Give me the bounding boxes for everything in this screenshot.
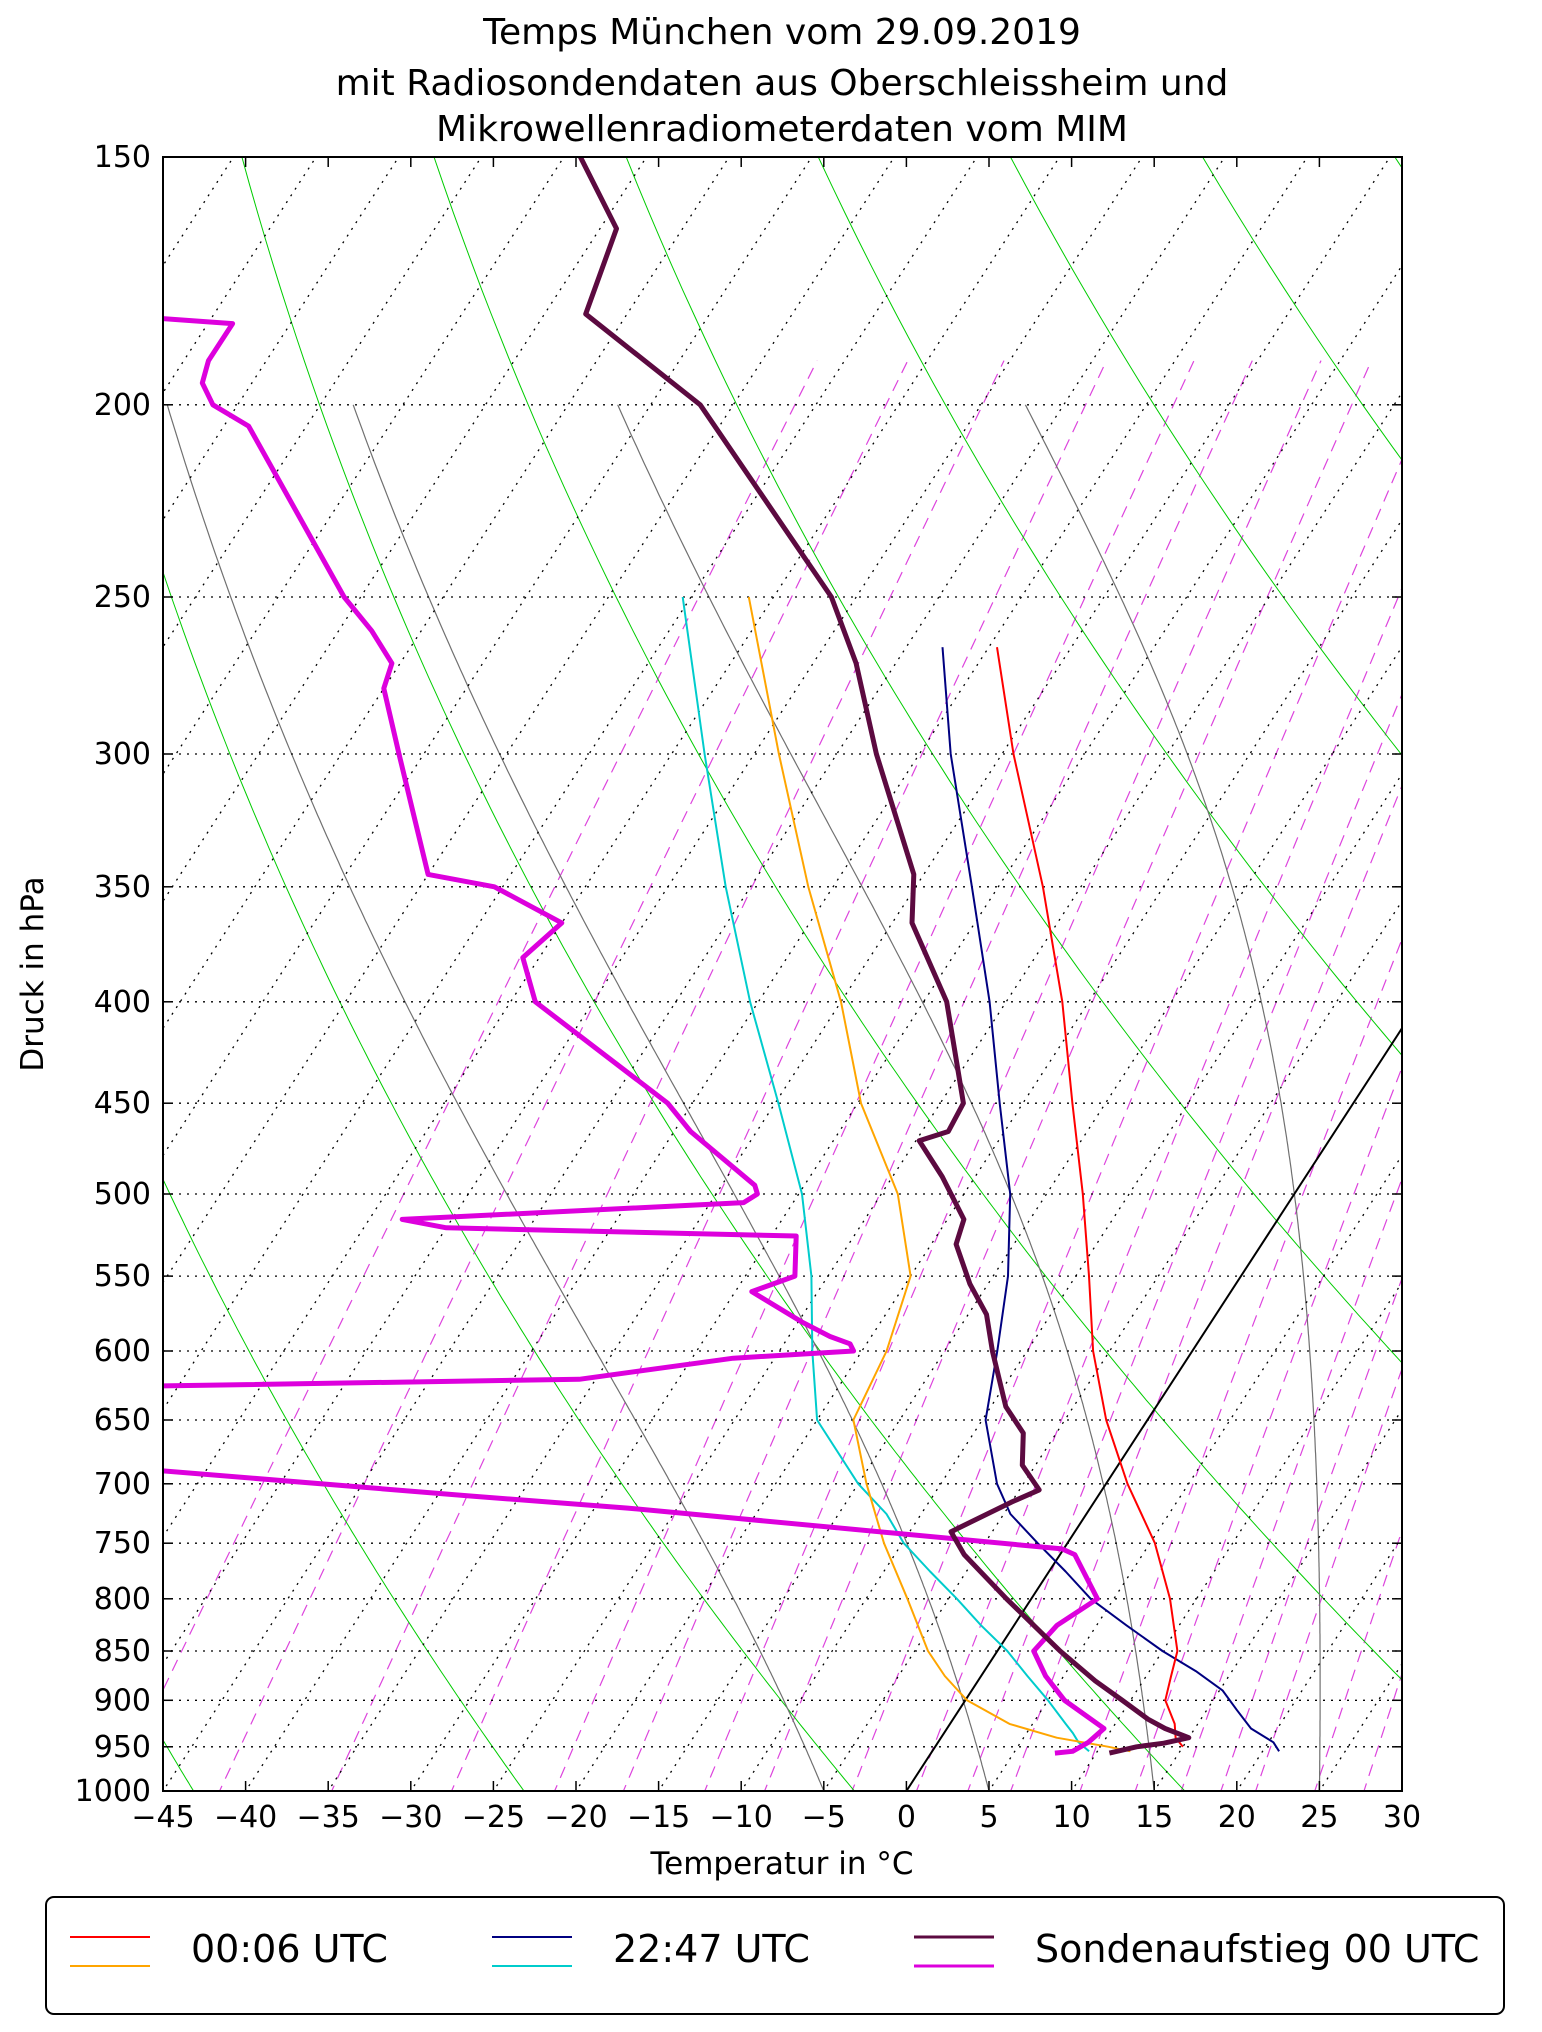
dry-adiabat-7 [1009, 157, 1402, 756]
isotherm-line [575, 518, 1402, 1791]
y-tick-label: 300 [94, 737, 151, 772]
y-axis-label: Druck in hPa [15, 876, 51, 1071]
series-sondenaufstieg-00-utc-taupunkt [163, 316, 1107, 1756]
x-tick-label: −20 [544, 1800, 607, 1835]
x-tick-label: −15 [627, 1800, 690, 1835]
plot-area [163, 157, 1402, 1791]
legend-label-0006: 00:06 UTC [191, 1927, 388, 1971]
x-tick-label: 10 [1053, 1800, 1091, 1835]
y-tick-label: 650 [94, 1403, 151, 1438]
moist-adiabat-4 [1485, 405, 1542, 1791]
x-axis-label: Temperatur in °C [649, 1846, 913, 1882]
mixing-ratio-line-20 [1430, 361, 1542, 1833]
zero-degree-isotherm [905, 1026, 1402, 1791]
isotherm-line [327, 157, 1391, 1791]
x-tick-label: −10 [710, 1800, 773, 1835]
x-tick-label: 5 [979, 1800, 998, 1835]
mixing-ratio-line-21 [1463, 361, 1542, 1833]
mixing-ratio-line-16 [1255, 1367, 1402, 1791]
pressure-grid-lines [163, 157, 1402, 1791]
mixing-ratio-line-1 [218, 360, 909, 1791]
y-tick-label: 800 [94, 1582, 151, 1617]
chart-title-line-1: Temps München vom 29.09.2019 [482, 12, 1081, 53]
x-axis-ticks: −45 −40 −35 −30 −25 −20 −15 −10 −5 0 5 10 15 20 25 30 [131, 157, 1421, 1835]
mixing-ratio-line-8 [851, 457, 1402, 1791]
x-tick-label: −45 [131, 1800, 194, 1835]
chart-title-line-2: mit Radiosondendaten aus Oberschleisshei… [336, 63, 1229, 104]
legend: 00:06 UTC 22:47 UTC Sondenaufstieg 00 UT… [45, 1896, 1505, 2015]
legend-label-2247: 22:47 UTC [613, 1927, 810, 1971]
x-tick-label: 0 [897, 1800, 916, 1835]
dry-adiabat-4 [433, 157, 1402, 1681]
series-00-06-utc-temperatur [996, 647, 1184, 1748]
mixing-ratio-line-3 [450, 360, 1108, 1791]
legend-frame [45, 1896, 1505, 2015]
y-tick-label: 400 [94, 985, 151, 1020]
series-sondenaufstieg-00-utc-temperatur [578, 157, 1192, 1756]
x-tick-label: 30 [1383, 1800, 1421, 1835]
mixing-ratio-line-6 [704, 360, 1322, 1791]
mixing-ratio-line-15 [1220, 1276, 1402, 1791]
zero-isotherm-line [905, 1026, 1402, 1791]
legend-label-sonde: Sondenaufstieg 00 UTC [1035, 1927, 1479, 1971]
isotherm-line [1457, 98, 1542, 1833]
chart-title-line-3: Mikrowellenradiometerdaten vom MIM [436, 109, 1128, 150]
y-axis-ticks: 1000 950 900 850 800 750 700 650 600 550 500 450 400… [75, 140, 1402, 1809]
x-tick-label: 25 [1300, 1800, 1338, 1835]
y-tick-label: 150 [94, 140, 151, 175]
mixing-ratio-lines [163, 360, 1542, 1833]
y-tick-label: 550 [94, 1259, 151, 1294]
x-tick-label: 15 [1135, 1800, 1173, 1835]
series-22-47-utc-temperatur [941, 647, 1280, 1752]
series-00-06-utc-taupunkt [747, 596, 1131, 1753]
x-tick-label: 20 [1218, 1800, 1256, 1835]
dry-adiabat-6 [817, 157, 1402, 1057]
y-tick-label: 350 [94, 870, 151, 905]
y-tick-label: 950 [94, 1730, 151, 1765]
y-tick-label: 450 [94, 1086, 151, 1121]
y-tick-label: 1000 [75, 1774, 151, 1809]
plot-frame [162, 156, 1403, 1792]
y-tick-label: 200 [94, 388, 151, 423]
isotherm-line [163, 157, 1143, 1666]
isotherm-line [988, 1154, 1402, 1791]
mixing-ratio-line-2 [331, 360, 1005, 1791]
y-tick-label: 600 [94, 1334, 151, 1369]
y-tick-label: 900 [94, 1683, 151, 1718]
series-22-47-utc-taupunkt [681, 596, 1090, 1753]
y-tick-label: 850 [94, 1634, 151, 1669]
mixing-ratio-line-13 [1134, 1065, 1402, 1791]
mixing-ratio-line-4 [553, 360, 1195, 1791]
y-tick-label: 500 [94, 1177, 151, 1212]
mixing-ratio-line-12 [1079, 937, 1402, 1791]
isotherm-line [244, 157, 1309, 1791]
data-series [163, 157, 1280, 1756]
mixing-ratio-line-10 [967, 692, 1402, 1791]
isotherm-line [1153, 1408, 1402, 1791]
y-tick-label: 750 [94, 1526, 151, 1561]
moist-adiabat-3 [1024, 404, 1321, 1791]
mixing-ratio-line-9 [915, 586, 1402, 1791]
mixing-ratio-line-22 [1493, 361, 1542, 1833]
mixing-ratio-line-7 [763, 360, 1372, 1791]
dry-adiabat-2 [163, 570, 856, 1791]
dry-adiabat-5 [625, 157, 1402, 1364]
mixing-ratio-line-11 [1010, 784, 1402, 1791]
isotherm-line [1070, 1281, 1402, 1791]
mixing-ratio-line-19 [1393, 361, 1542, 1833]
x-tick-label: −30 [379, 1800, 442, 1835]
mixing-ratio-line-0 [163, 360, 818, 1692]
isotherm-line [740, 772, 1402, 1791]
y-tick-label: 700 [94, 1467, 151, 1502]
x-tick-label: −5 [802, 1800, 846, 1835]
dry-adiabat-1 [163, 1178, 525, 1791]
y-tick-label: 250 [94, 580, 151, 615]
isotherm-line [492, 391, 1402, 1791]
x-tick-label: −35 [297, 1800, 360, 1835]
x-tick-label: −40 [214, 1800, 277, 1835]
x-tick-label: −25 [462, 1800, 525, 1835]
mixing-ratio-line-14 [1180, 1177, 1402, 1791]
